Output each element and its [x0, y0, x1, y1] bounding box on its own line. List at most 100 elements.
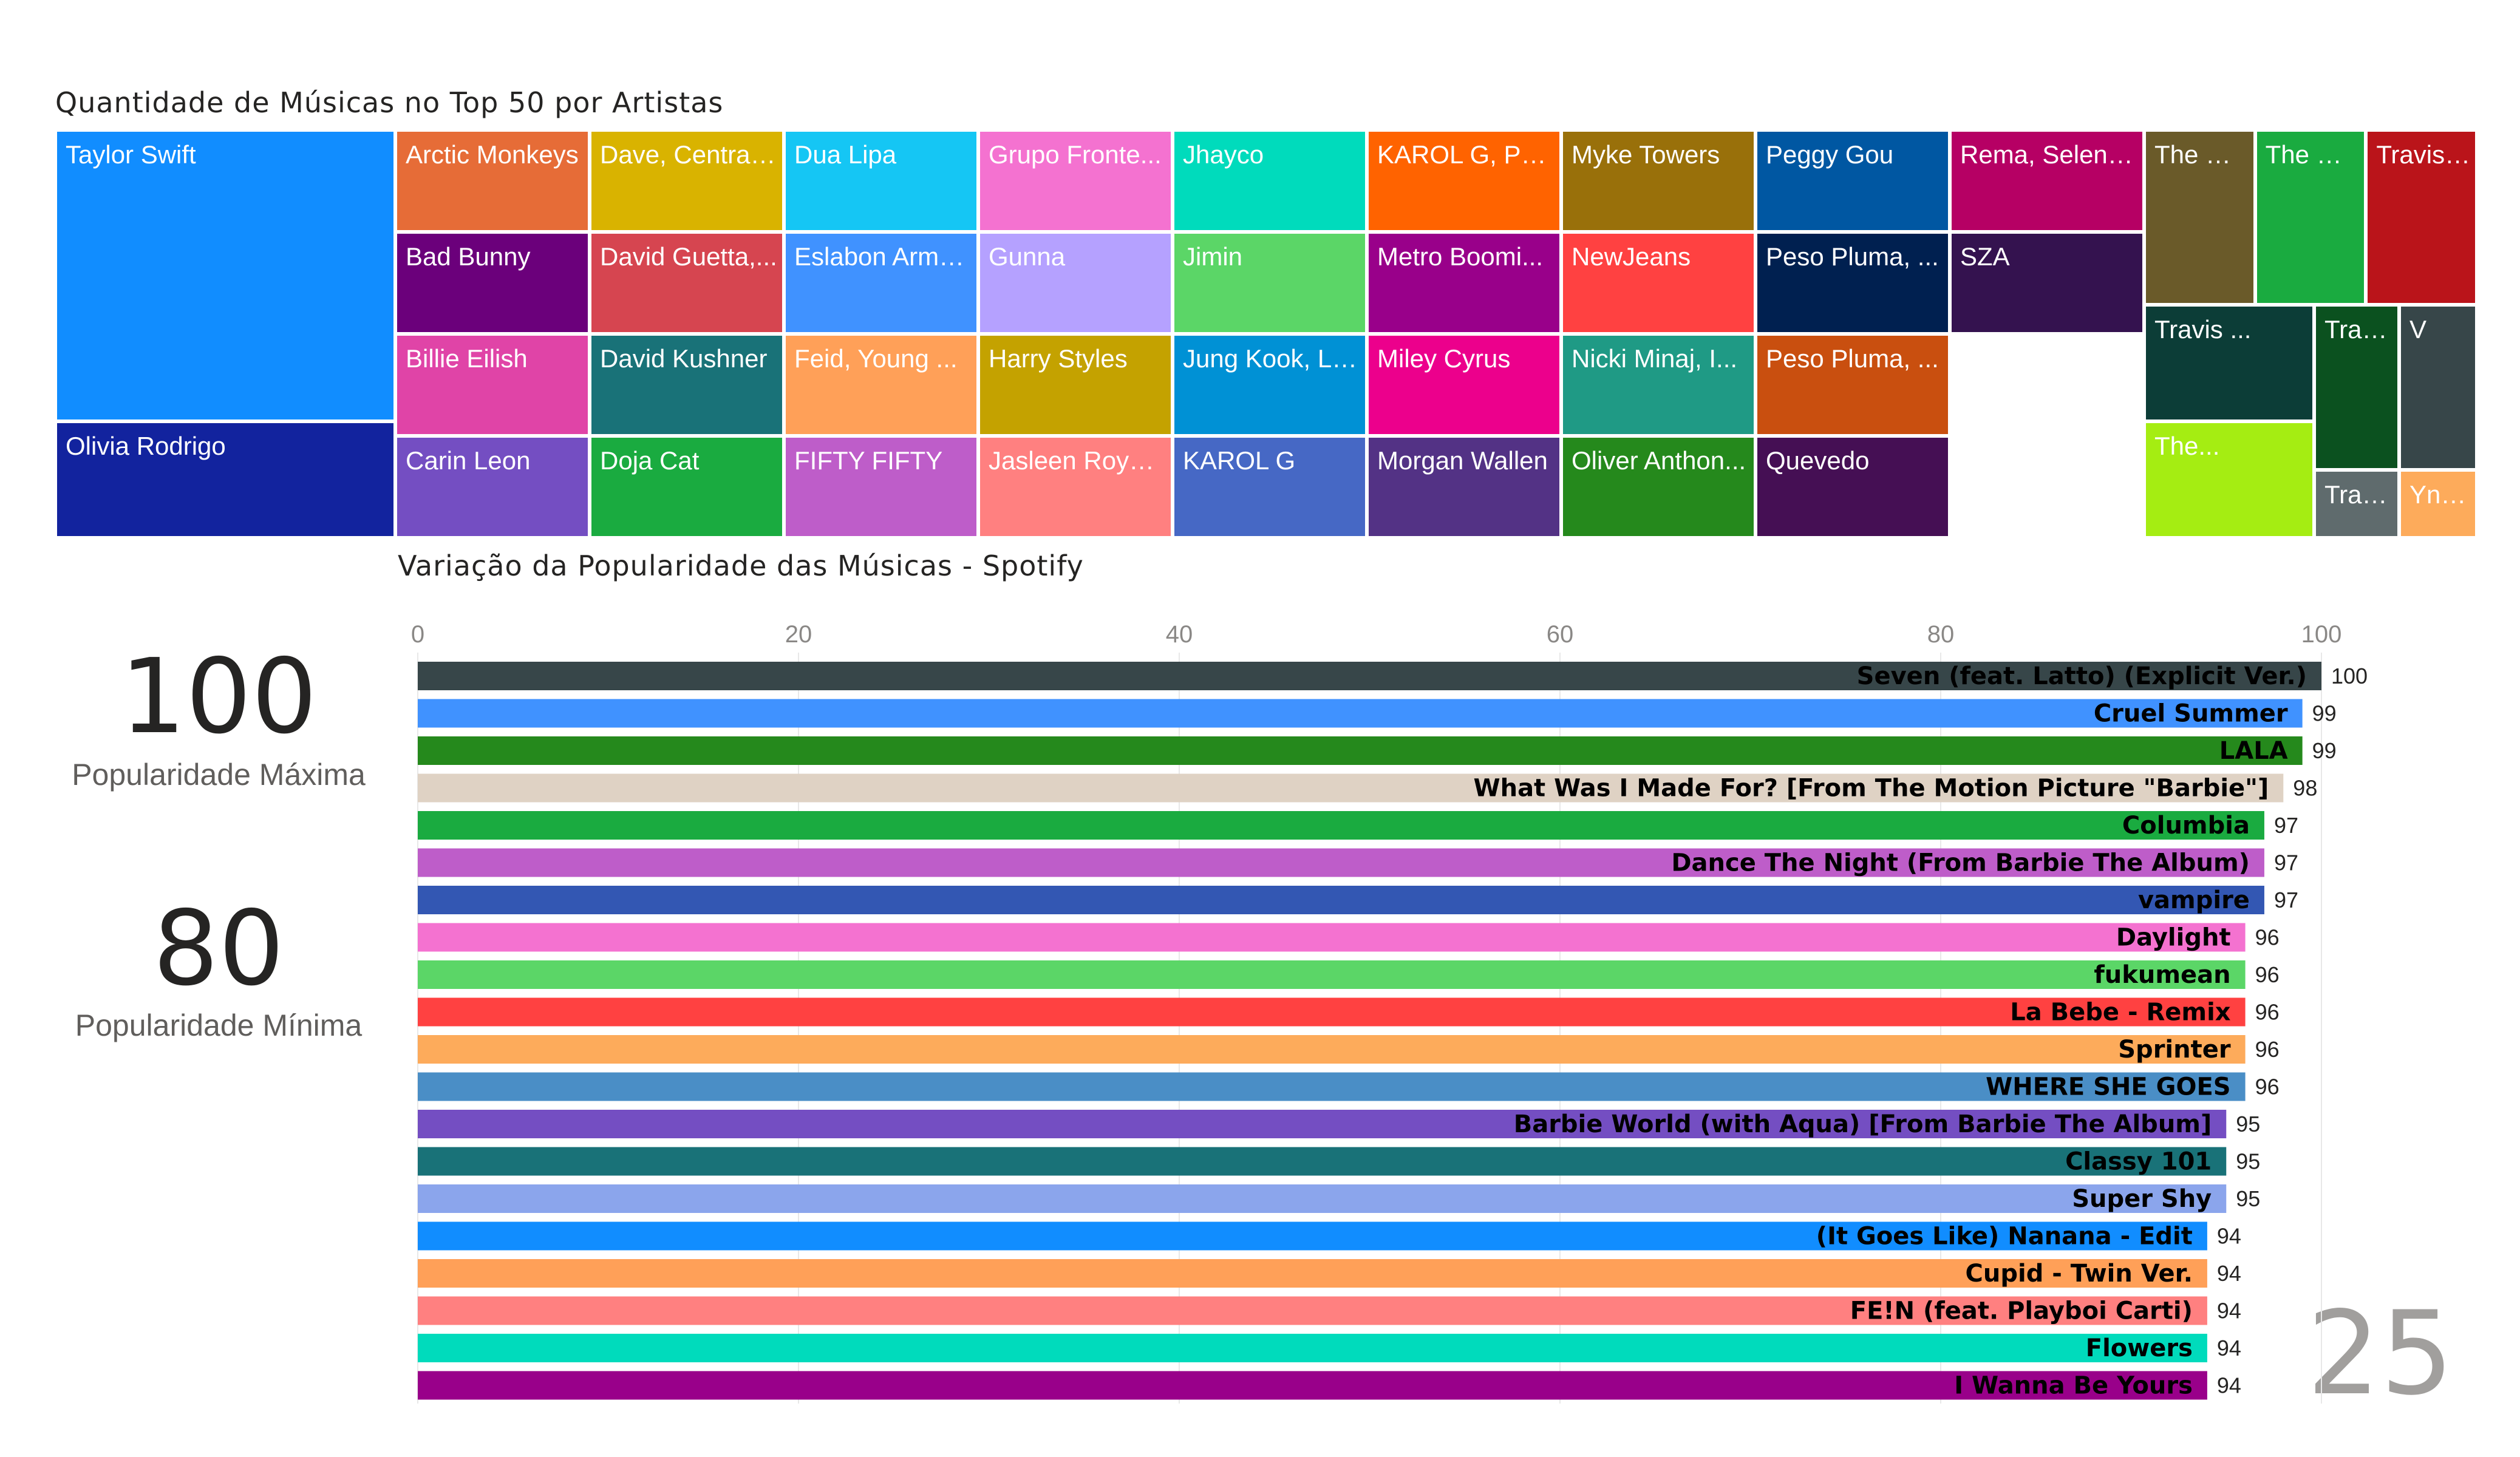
- bar-value-label: 95: [2236, 1149, 2260, 1174]
- treemap-tile[interactable]: Nicki Minaj, I...: [1561, 334, 1755, 436]
- x-tick-label: 60: [1547, 621, 1574, 648]
- bar: [418, 1184, 2227, 1213]
- treemap-tile[interactable]: Jasleen Royal,...: [978, 436, 1173, 538]
- bar-category-label: Super Shy: [2072, 1185, 2212, 1213]
- treemap-tile[interactable]: The...: [2144, 421, 2314, 538]
- treemap-tile[interactable]: Dua Lipa: [784, 130, 978, 232]
- bar-category-label: Sprinter: [2118, 1036, 2231, 1064]
- treemap-tile[interactable]: The Weeknd: [2144, 130, 2255, 305]
- treemap-tile[interactable]: Eslabon Arma...: [784, 232, 978, 334]
- treemap-tile[interactable]: Travis ...: [2144, 305, 2314, 421]
- treemap-tile[interactable]: Jimin: [1173, 232, 1367, 334]
- treemap-tile[interactable]: Travis ...: [2366, 130, 2477, 305]
- x-tick-label: 40: [1166, 621, 1193, 648]
- bar-category-label: (It Goes Like) Nanana - Edit: [1816, 1223, 2193, 1251]
- bar-value-label: 97: [2274, 851, 2298, 875]
- bar-value-label: 94: [2217, 1373, 2241, 1398]
- bar-value-label: 94: [2217, 1336, 2241, 1360]
- treemap-tile[interactable]: Metro Boomi...: [1367, 232, 1561, 334]
- bar: [418, 1072, 2246, 1101]
- treemap-tile[interactable]: Harry Styles: [978, 334, 1173, 436]
- x-tick-label: 20: [785, 621, 812, 648]
- treemap-tile[interactable]: Doja Cat: [590, 436, 784, 538]
- treemap-tile[interactable]: Taylor Swift: [55, 130, 395, 421]
- treemap-tile[interactable]: Arctic Monkeys: [395, 130, 590, 232]
- bar-category-label: LALA: [2219, 737, 2288, 765]
- x-tick-label: 80: [1927, 621, 1955, 648]
- treemap-tile[interactable]: David Guetta,...: [590, 232, 784, 334]
- song-count-card: 25: [2307, 1286, 2454, 1421]
- bar-value-label: 95: [2236, 1112, 2260, 1136]
- bar-value-label: 100: [2331, 664, 2368, 688]
- x-tick-label: 0: [411, 621, 424, 648]
- bar-category-label: Cruel Summer: [2094, 700, 2288, 728]
- bar-value-label: 97: [2274, 888, 2298, 912]
- treemap-tile[interactable]: Yng Lvcas, ...: [2399, 470, 2477, 538]
- treemap-tile[interactable]: Travis ...: [2314, 305, 2399, 470]
- bar-category-label: Classy 101: [2065, 1148, 2212, 1176]
- treemap-tile[interactable]: Oliver Anthon...: [1561, 436, 1755, 538]
- bar: [418, 773, 2284, 803]
- bar: [418, 848, 2264, 877]
- bar: [418, 811, 2264, 840]
- treemap-tile[interactable]: Gunna: [978, 232, 1173, 334]
- treemap-tile[interactable]: KAROL G, Pes...: [1367, 130, 1561, 232]
- treemap-tile[interactable]: Grupo Fronte...: [978, 130, 1173, 232]
- treemap-tile[interactable]: David Kushner: [590, 334, 784, 436]
- treemap-tile[interactable]: SZA: [1950, 232, 2144, 334]
- treemap-tile[interactable]: Peso Pluma, ...: [1755, 232, 1950, 334]
- treemap-tile[interactable]: Dave, Central ...: [590, 130, 784, 232]
- treemap-tile[interactable]: V: [2399, 305, 2477, 470]
- treemap-tile[interactable]: Feid, Young ...: [784, 334, 978, 436]
- treemap-tile[interactable]: Morgan Wallen: [1367, 436, 1561, 538]
- bar-value-label: 96: [2255, 1037, 2280, 1062]
- bar-category-label: Cupid - Twin Ver.: [1966, 1260, 2193, 1288]
- treemap-tile[interactable]: Jhayco: [1173, 130, 1367, 232]
- bar: [418, 662, 2321, 690]
- treemap-tile[interactable]: Quevedo: [1755, 436, 1950, 538]
- treemap-tile[interactable]: The Weeknd, ...: [2255, 130, 2366, 305]
- artist-treemap[interactable]: Taylor Swift Olivia Rodrigo Arctic Monkeys…: [55, 130, 2477, 538]
- treemap-tile[interactable]: Peso Pluma, ...: [1755, 334, 1950, 436]
- treemap-tile[interactable]: Peggy Gou: [1755, 130, 1950, 232]
- treemap-tile[interactable]: Jung Kook, La...: [1173, 334, 1367, 436]
- bar-value-label: 96: [2255, 1075, 2280, 1099]
- bar-category-label: Barbie World (with Aqua) [From Barbie Th…: [1514, 1110, 2212, 1138]
- treemap-tile[interactable]: Rema, Selena ...: [1950, 130, 2144, 232]
- bar-value-label: 95: [2236, 1186, 2260, 1211]
- max-popularity-value: 100: [120, 637, 318, 757]
- bar: [418, 923, 2246, 952]
- bar: [418, 1259, 2207, 1288]
- treemap-tile[interactable]: Miley Cyrus: [1367, 334, 1561, 436]
- bar: [418, 736, 2303, 765]
- bar-chart-title: Variação da Popularidade das Músicas - S…: [398, 549, 1084, 582]
- treemap-tile[interactable]: Carin Leon: [395, 436, 590, 538]
- bar-value-label: 99: [2312, 701, 2337, 726]
- bar: [418, 1296, 2207, 1325]
- treemap-tile[interactable]: Myke Towers: [1561, 130, 1755, 232]
- treemap-tile[interactable]: Trav...: [2314, 470, 2399, 538]
- bar-value-label: 96: [2255, 962, 2280, 987]
- min-popularity-label: Popularidade Mínima: [75, 1008, 363, 1042]
- bar: [418, 886, 2264, 914]
- bar: [418, 1221, 2207, 1251]
- bar-value-label: 94: [2217, 1224, 2241, 1249]
- treemap-tile[interactable]: Olivia Rodrigo: [55, 421, 395, 538]
- treemap-tile[interactable]: Billie Eilish: [395, 334, 590, 436]
- treemap-tile[interactable]: Bad Bunny: [395, 232, 590, 334]
- treemap-tile[interactable]: NewJeans: [1561, 232, 1755, 334]
- bar-value-label: 97: [2274, 813, 2298, 838]
- bar: [418, 1035, 2246, 1064]
- treemap-title: Quantidade de Músicas no Top 50 por Arti…: [55, 86, 724, 119]
- bar-category-label: fukumean: [2094, 961, 2230, 989]
- bar: [418, 1147, 2227, 1176]
- bar: [418, 960, 2246, 989]
- bar-category-label: WHERE SHE GOES: [1986, 1073, 2230, 1101]
- bar-category-label: La Bebe - Remix: [2010, 999, 2231, 1027]
- treemap-tile[interactable]: KAROL G: [1173, 436, 1367, 538]
- treemap-tile[interactable]: FIFTY FIFTY: [784, 436, 978, 538]
- bar: [418, 1371, 2207, 1400]
- bar-category-label: FE!N (feat. Playboi Carti): [1850, 1297, 2193, 1325]
- bar: [418, 1334, 2207, 1362]
